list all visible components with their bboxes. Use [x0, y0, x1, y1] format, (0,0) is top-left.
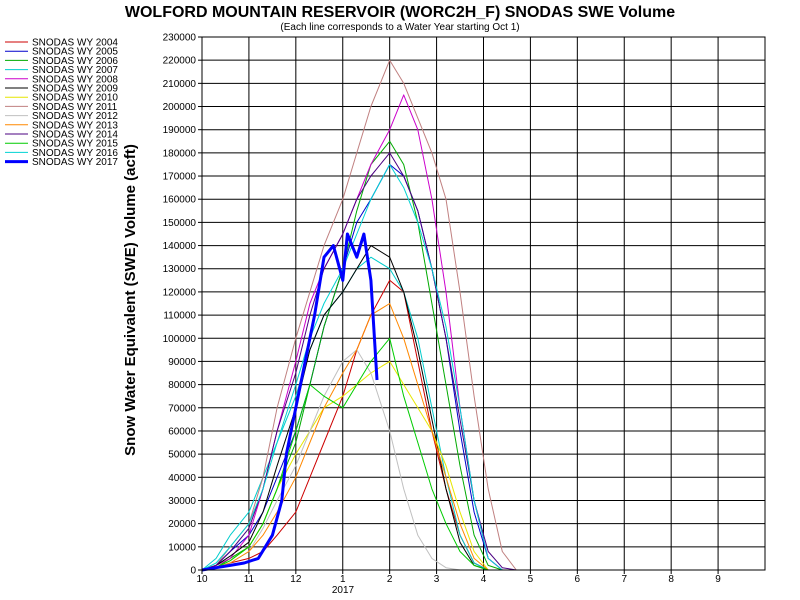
series-line: [201, 349, 489, 571]
x-tick-label: 4: [481, 574, 487, 585]
chart-title: WOLFORD MOUNTAIN RESERVOIR (WORC2H_F) SN…: [125, 4, 675, 21]
y-tick-label: 150000: [163, 218, 197, 229]
x-tick-label: 3: [434, 574, 440, 585]
series-layer: [201, 59, 517, 572]
legend-label: SNODAS WY 2012: [32, 111, 118, 122]
x-tick-label: 9: [715, 574, 721, 585]
legend-label: SNODAS WY 2009: [32, 84, 118, 95]
y-tick-label: 200000: [163, 102, 197, 113]
series-line: [201, 152, 517, 571]
y-tick-label: 190000: [163, 125, 197, 136]
y-tick-label: 90000: [168, 357, 196, 368]
x-tick-label: 11: [244, 574, 255, 585]
y-tick-label: 40000: [168, 473, 196, 484]
y-tick-label: 230000: [163, 33, 197, 44]
y-tick-label: 130000: [163, 264, 197, 275]
legend-label: SNODAS WY 2016: [32, 148, 118, 159]
y-tick-label: 120000: [163, 287, 197, 298]
x-tick-label: 10: [196, 574, 208, 585]
legend-label: SNODAS WY 2008: [32, 74, 118, 85]
y-tick-label: 20000: [168, 519, 196, 530]
legend-label: SNODAS WY 2013: [32, 120, 118, 131]
legend-label: SNODAS WY 2007: [32, 65, 118, 76]
series-line: [201, 164, 503, 571]
x-tick-label: 7: [621, 574, 627, 585]
y-tick-label: 210000: [163, 79, 197, 90]
y-tick-label: 110000: [163, 311, 196, 322]
legend-label: SNODAS WY 2006: [32, 56, 118, 67]
legend-label: SNODAS WY 2004: [32, 38, 118, 49]
y-tick-label: 60000: [168, 426, 196, 437]
y-tick-label: 30000: [168, 496, 196, 507]
series-line: [201, 337, 503, 571]
y-tick-label: 140000: [163, 241, 197, 252]
x-tick-label: 5: [528, 574, 534, 585]
legend-label: SNODAS WY 2010: [32, 93, 118, 104]
y-tick-label: 50000: [168, 450, 196, 461]
series-line: [201, 245, 503, 571]
y-tick-label: 100000: [163, 334, 197, 345]
legend-label: SNODAS WY 2017: [32, 157, 118, 168]
y-tick-label: 160000: [163, 195, 197, 206]
series-line: [201, 303, 503, 571]
series-line: [201, 59, 517, 571]
y-tick-label: 170000: [163, 172, 197, 183]
x-tick-label: 12: [290, 574, 302, 585]
legend-label: SNODAS WY 2015: [32, 139, 118, 150]
y-tick-label: 180000: [163, 148, 197, 159]
x-tick-label: 8: [668, 574, 674, 585]
series-line: [201, 164, 503, 571]
x-tick-label: 6: [575, 574, 581, 585]
x-tick-label: 2: [387, 574, 393, 585]
x-year-label: 2017: [332, 585, 355, 596]
x-tick-label: 1: [340, 574, 346, 585]
legend-label: SNODAS WY 2005: [32, 47, 118, 58]
chart-subtitle: (Each line corresponds to a Water Year s…: [280, 22, 519, 33]
y-tick-label: 80000: [168, 380, 196, 391]
y-tick-label: 0: [190, 566, 196, 577]
legend-label: SNODAS WY 2014: [32, 130, 118, 141]
y-axis-label: Snow Water Equivalent (SWE) Volume (acft…: [122, 144, 139, 456]
tick-layer: 0 10000 20000 30000 40000 50000 60000 70000 8000…: [163, 33, 722, 586]
y-tick-label: 70000: [168, 403, 196, 414]
y-tick-label: 10000: [168, 542, 196, 553]
series-line: [201, 232, 379, 572]
legend-label: SNODAS WY 2011: [32, 102, 118, 113]
y-tick-label: 220000: [163, 56, 197, 67]
